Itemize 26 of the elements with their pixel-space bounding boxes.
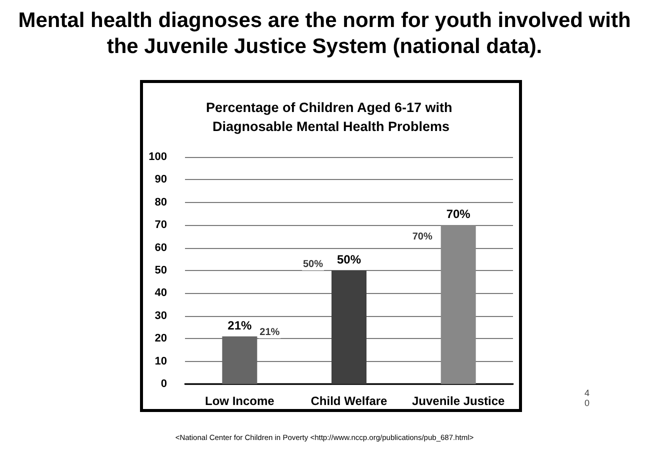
bar xyxy=(440,225,476,384)
bar xyxy=(332,270,366,384)
annotation: 50% xyxy=(302,259,324,270)
x-tick-label: Child Welfare xyxy=(310,394,388,408)
annotation: 21% xyxy=(260,326,280,338)
text: 40 xyxy=(583,388,590,408)
x-tick-label: Juvenile Justice xyxy=(412,394,506,408)
x-tick-label: Low Income xyxy=(204,394,275,408)
bar xyxy=(222,336,258,384)
y-tick-label: 50 xyxy=(154,264,167,276)
y-tick-label: 90 xyxy=(154,174,167,186)
y-tick-label: 100 xyxy=(148,151,167,163)
data-label: 21% xyxy=(228,318,252,332)
data-label: 50% xyxy=(336,252,362,266)
y-tick-label: 80 xyxy=(154,196,167,208)
y-tick-label: 40 xyxy=(154,287,167,300)
y-tick-label: 10 xyxy=(154,355,167,368)
y-tick-label: 60 xyxy=(154,242,167,254)
chart-subtitle: Percentage of Children Aged 6-17 with Diagnosable Mental Health Problems xyxy=(206,100,456,134)
y-tick-label: 0 xyxy=(160,378,167,390)
y-tick-label: 30 xyxy=(154,310,167,322)
chart-title: Mental health diagnoses are the norm for youth involved with the Juvenile Justice System (national data). xyxy=(17,8,632,60)
y-tick-label: 20 xyxy=(154,332,167,345)
annotation: 70% xyxy=(412,232,432,243)
data-label: 70% xyxy=(446,207,471,222)
y-tick-label: 70 xyxy=(154,219,167,232)
